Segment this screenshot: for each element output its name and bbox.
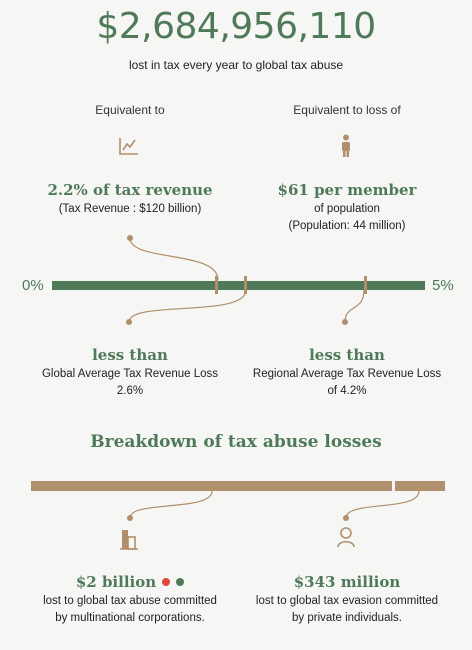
- global-comparison-line2: 2.6%: [116, 385, 144, 397]
- connector-curve: [344, 289, 365, 323]
- global-comparison-line1: Global Average Tax Revenue Loss: [41, 368, 219, 380]
- person-icon: [340, 134, 352, 163]
- scale-marker-global-average: [244, 276, 248, 294]
- chart-line-icon: [118, 136, 140, 161]
- right-detail-line1: of population: [314, 203, 380, 215]
- connector-curve: [128, 289, 247, 323]
- right-detail-line2: (Population: 44 million): [288, 220, 406, 232]
- connector-curve: [345, 490, 420, 519]
- regional-comparison-title: less than: [309, 346, 385, 364]
- private-loss-line1: lost to global tax evasion committed: [255, 595, 439, 607]
- scale-marker-country-loss: [214, 276, 218, 294]
- right-heading: Equivalent to loss of: [293, 103, 401, 117]
- breakdown-title: Breakdown of tax abuse losses: [90, 432, 382, 452]
- headline-amount: $2,684,956,110: [96, 6, 376, 47]
- green-dot-icon: [176, 578, 185, 586]
- corporate-loss-line1: lost to global tax abuse committed: [43, 595, 217, 607]
- regional-comparison-line1: Regional Average Tax Revenue Loss: [252, 368, 442, 380]
- right-value: $61 per member: [277, 181, 417, 199]
- building-icon: [120, 528, 138, 555]
- tax-loss-scale-bar: [52, 281, 425, 290]
- private-loss-line2: by private individuals.: [292, 612, 402, 624]
- left-heading: Equivalent to: [95, 103, 165, 117]
- scale-max-label: 5%: [432, 277, 454, 294]
- red-dot-icon: [162, 578, 171, 586]
- left-detail: (Tax Revenue : $120 billion): [58, 203, 202, 215]
- private-loss-bar: [395, 481, 445, 491]
- user-outline-icon: [336, 526, 356, 553]
- connector-curve: [129, 490, 213, 519]
- headline-subtitle: lost in tax every year to global tax abu…: [128, 58, 344, 72]
- regional-comparison-line2: of 4.2%: [327, 385, 367, 397]
- scale-marker-regional-average: [363, 276, 367, 294]
- corporate-loss-value-row: $2 billion: [15, 573, 245, 591]
- left-value: 2.2% of tax revenue: [47, 181, 213, 199]
- scale-min-label: 0%: [22, 277, 44, 294]
- corporate-loss-value: $2 billion: [75, 573, 157, 591]
- corporate-loss-line2: by multinational corporations.: [55, 612, 205, 624]
- corporate-loss-bar: [31, 481, 392, 491]
- connector-curve: [129, 237, 219, 281]
- global-comparison-title: less than: [92, 346, 168, 364]
- private-loss-value: $343 million: [293, 573, 401, 591]
